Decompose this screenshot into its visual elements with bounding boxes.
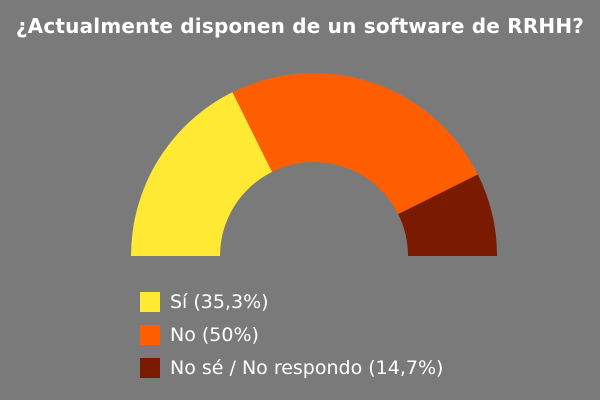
legend-label-no: No (50%) <box>170 324 259 346</box>
legend-item-no: No (50%) <box>140 323 443 347</box>
legend-label-no-se: No sé / No respondo (14,7%) <box>170 357 444 379</box>
slice-no <box>232 73 478 215</box>
legend-swatch-no <box>140 325 160 345</box>
legend-item-no-se: No sé / No respondo (14,7%) <box>140 356 443 380</box>
slice-si <box>131 92 273 256</box>
slice-no-se <box>398 174 497 256</box>
legend-swatch-no-se <box>140 358 160 378</box>
legend-swatch-si <box>140 292 160 312</box>
legend-item-si: Sí (35,3%) <box>140 290 443 314</box>
chart-slices <box>131 73 497 256</box>
chart-title: ¿Actualmente disponen de un software de … <box>15 14 585 38</box>
legend-label-si: Sí (35,3%) <box>170 291 269 313</box>
chart-legend: Sí (35,3%) No (50%) No sé / No respondo … <box>140 290 443 389</box>
